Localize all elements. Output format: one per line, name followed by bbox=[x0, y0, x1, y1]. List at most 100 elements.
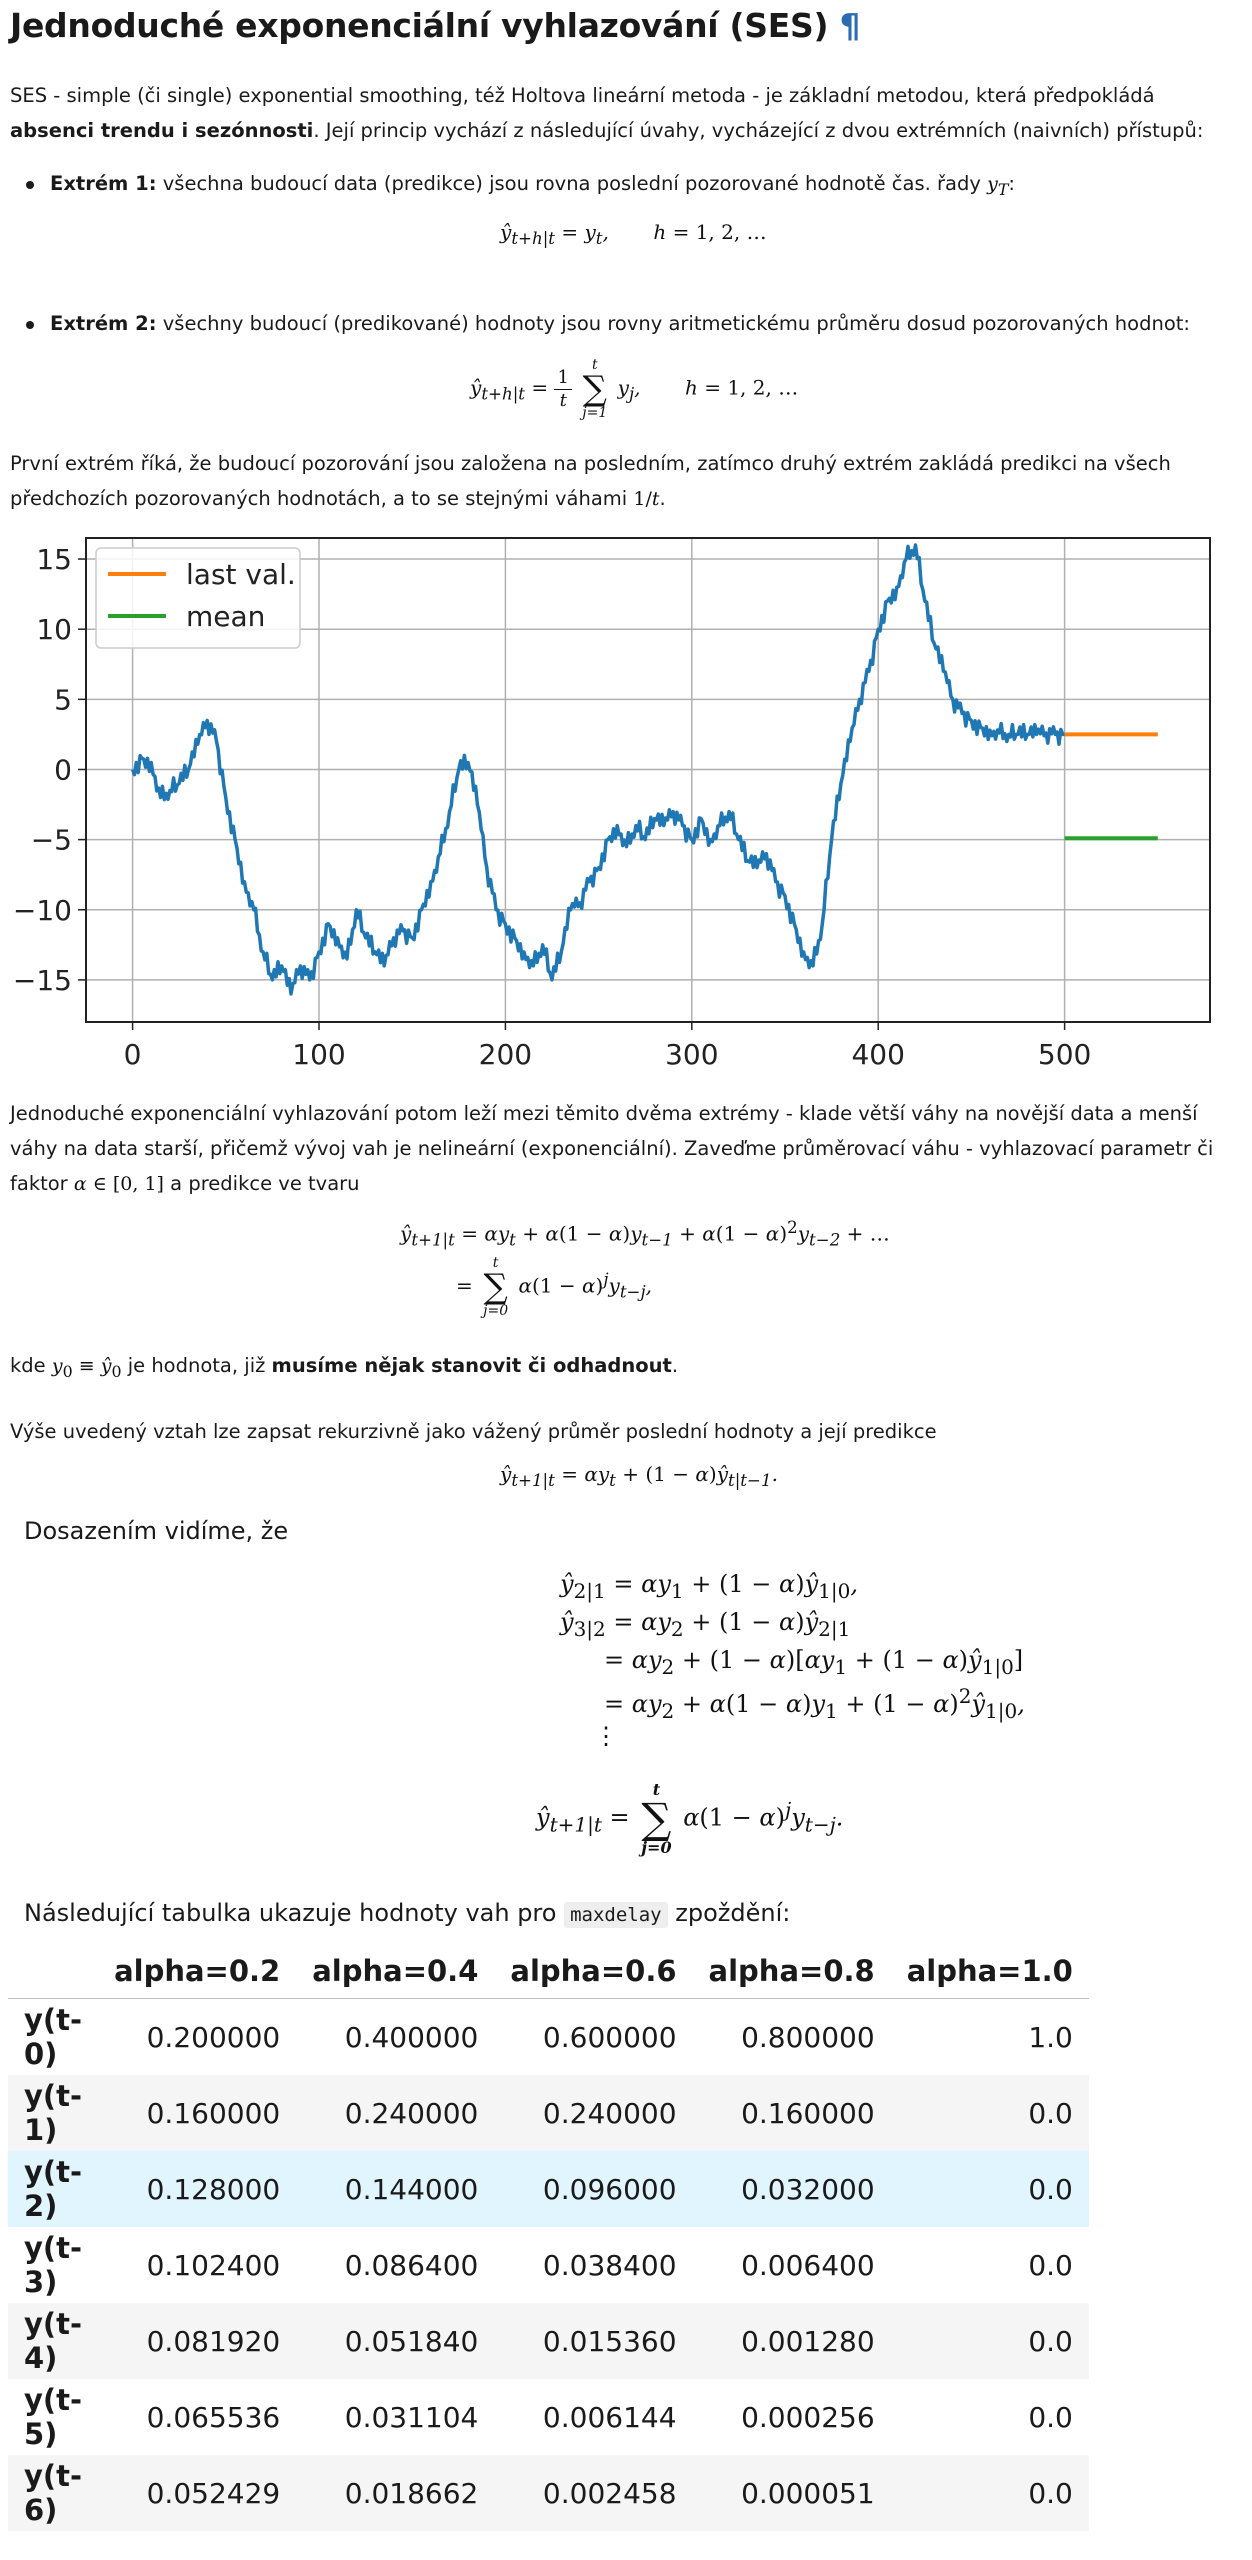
x-tick-label: 400 bbox=[851, 1038, 904, 1071]
equation-ses-expanded-1: ŷt+1|t = αyt + α(1 − α)yt−1 + α(1 − α)2y… bbox=[400, 1218, 890, 1250]
intro-text: SES - simple (či single) exponential smo… bbox=[10, 84, 1155, 107]
table-cell: 0.600000 bbox=[542, 2020, 677, 2054]
y-tick-label: 0 bbox=[54, 753, 72, 786]
x-tick-label: 500 bbox=[1038, 1038, 1091, 1071]
paragraph-ses: Jednoduché exponenciální vyhlazování pot… bbox=[10, 1102, 1214, 1195]
list-item-extreme2: Extrém 2: všechny budoucí (predikované) … bbox=[26, 306, 1220, 341]
y-tick-label: 10 bbox=[36, 613, 72, 646]
table-row: y(t-6) 0.052429 0.018662 0.002458 0.0000… bbox=[8, 2455, 1089, 2531]
legend-label-mean: mean bbox=[186, 600, 265, 633]
table-cell: 0.240000 bbox=[296, 2075, 495, 2151]
column-header: alpha=0.6 bbox=[510, 1954, 677, 1988]
equation-sub-4: = αy2 + α(1 − α)y1 + (1 − α)2ŷ1|0, bbox=[604, 1684, 1025, 1723]
column-header: alpha=0.8 bbox=[708, 1954, 875, 1988]
y-tick-label: −5 bbox=[31, 824, 72, 857]
table-cell: 0.065536 bbox=[146, 2400, 281, 2434]
table-cell: 0.0 bbox=[1028, 2400, 1073, 2434]
x-tick-label: 100 bbox=[292, 1038, 345, 1071]
table-cell: 0.015360 bbox=[494, 2303, 693, 2379]
plot-frame bbox=[85, 537, 1211, 1023]
table-cell: 0.144000 bbox=[296, 2151, 495, 2227]
table-intro-post: zpoždění: bbox=[667, 1899, 791, 1927]
row-header: y(t-0) bbox=[24, 2003, 83, 2071]
x-tick-label: 0 bbox=[124, 1038, 142, 1071]
extreme1-label: Extrém 1: bbox=[50, 172, 157, 195]
table-cell: 0.000256 bbox=[741, 2400, 875, 2434]
table-intro-code: maxdelay bbox=[564, 1902, 668, 1928]
x-tick-label: 200 bbox=[479, 1038, 532, 1071]
table-cell: 0.240000 bbox=[494, 2075, 693, 2151]
kde-mid: je hodnota, již bbox=[121, 1354, 272, 1377]
table-cell: 0.006144 bbox=[542, 2400, 677, 2434]
substitution-text: Dosazením vidíme, že bbox=[24, 1517, 289, 1545]
equation-sub-2: ŷ3|2 = αy2 + (1 − α)ŷ2|1 bbox=[560, 1608, 851, 1641]
row-header: y(t-6) bbox=[8, 2455, 99, 2531]
table-cell: 0.400000 bbox=[344, 2020, 479, 2054]
x-axis-ticks: 0 100 200 300 400 500 bbox=[124, 1022, 1091, 1071]
kde-bold: musíme nějak stanovit či odhadnout bbox=[271, 1354, 672, 1377]
column-header: alpha=0.4 bbox=[312, 1954, 479, 1988]
table-cell: 1.0 bbox=[1028, 2020, 1073, 2054]
y-tick-label: 15 bbox=[36, 543, 72, 576]
table-cell: 0.0 bbox=[1028, 2248, 1073, 2282]
table-cell: 0.096000 bbox=[494, 2151, 693, 2227]
table-cell: 0.086400 bbox=[344, 2248, 479, 2282]
table-cell: 0.128000 bbox=[98, 2151, 297, 2227]
table-cell: 0.001280 bbox=[692, 2303, 891, 2379]
table-intro-pre: Následující tabulka ukazuje hodnoty vah … bbox=[24, 1899, 565, 1927]
intro-paragraph: SES - simple (či single) exponential smo… bbox=[10, 78, 1230, 148]
x-tick-label: 300 bbox=[665, 1038, 718, 1071]
y-tick-label: −15 bbox=[13, 964, 72, 997]
heading-anchor-link[interactable]: ¶ bbox=[839, 6, 861, 45]
paragraph-kde: kde y0 ≡ ŷ0 je hodnota, již musíme nějak… bbox=[10, 1354, 679, 1381]
equation-sub-3: = αy2 + (1 − α)[αy1 + (1 − α)ŷ1|0] bbox=[604, 1646, 1024, 1679]
table-row[interactable]: y(t-2) 0.128000 0.144000 0.096000 0.0320… bbox=[8, 2151, 1089, 2227]
table-cell: 0.006400 bbox=[741, 2248, 875, 2282]
heading-text: Jednoduché exponenciální vyhlazování (SE… bbox=[10, 6, 829, 45]
table-row: y(t-5) 0.065536 0.031104 0.006144 0.0002… bbox=[8, 2379, 1089, 2455]
equation-vdots: ⋮ bbox=[594, 1722, 618, 1750]
weights-table: alpha=0.2 alpha=0.4 alpha=0.6 alpha=0.8 … bbox=[8, 1930, 1089, 2531]
extremes-text: První extrém říká, že budoucí pozorování… bbox=[10, 452, 1171, 510]
chart-series bbox=[130, 543, 1158, 996]
ses-text: Jednoduché exponenciální vyhlazování pot… bbox=[10, 1102, 1214, 1195]
page-title: Jednoduché exponenciální vyhlazování (SE… bbox=[10, 6, 860, 45]
list-item-extreme1: Extrém 1: všechna budoucí data (predikce… bbox=[26, 166, 1220, 207]
row-header: y(t-5) bbox=[24, 2383, 83, 2451]
paragraph-extremes: První extrém říká, že budoucí pozorování… bbox=[10, 452, 1171, 510]
extreme1-text: všechna budoucí data (predikce) jsou rov… bbox=[156, 172, 988, 195]
table-cell: 0.052429 bbox=[98, 2455, 297, 2531]
table-row: y(t-1) 0.160000 0.240000 0.240000 0.1600… bbox=[8, 2075, 1089, 2151]
y-axis-ticks: 15 10 5 0 −5 −10 −15 bbox=[13, 543, 86, 997]
intro-bold: absenci trendu i sezónnosti bbox=[10, 119, 314, 142]
table-row: y(t-0) 0.200000 0.400000 0.600000 0.8000… bbox=[8, 1999, 1089, 2076]
table-cell: 0.0 bbox=[890, 2075, 1089, 2151]
table-corner bbox=[8, 1930, 98, 1999]
paragraph-table-intro: Následující tabulka ukazuje hodnoty vah … bbox=[24, 1896, 1244, 1933]
table-cell: 0.002458 bbox=[494, 2455, 693, 2531]
y-tick-label: −10 bbox=[13, 894, 72, 927]
table-cell: 0.038400 bbox=[542, 2248, 677, 2282]
column-header: alpha=0.2 bbox=[114, 1954, 281, 1988]
table-cell: 0.160000 bbox=[692, 2075, 891, 2151]
table-cell: 0.0 bbox=[890, 2303, 1089, 2379]
row-header: y(t-1) bbox=[8, 2075, 99, 2151]
table-cell: 0.0 bbox=[890, 2455, 1089, 2531]
row-header: y(t-3) bbox=[24, 2231, 83, 2299]
kde-post: . bbox=[671, 1354, 679, 1377]
row-header: y(t-2) bbox=[8, 2151, 99, 2227]
table-cell: 0.051840 bbox=[296, 2303, 495, 2379]
extreme2-label: Extrém 2: bbox=[50, 312, 157, 335]
table-cell: 0.032000 bbox=[692, 2151, 891, 2227]
extreme2-text: všechny budoucí (predikované) hodnoty js… bbox=[156, 312, 1190, 335]
ses-text-end: a predikce ve tvaru bbox=[163, 1172, 360, 1195]
table-cell: 0.200000 bbox=[146, 2020, 281, 2054]
column-header: alpha=1.0 bbox=[906, 1954, 1073, 1988]
equation-last-value: ŷt+h|t = yt, h = 1, 2, … bbox=[500, 220, 767, 248]
table-cell: 0.102400 bbox=[146, 2248, 281, 2282]
table-cell: 0.800000 bbox=[741, 2020, 875, 2054]
table-cell: 0.081920 bbox=[98, 2303, 297, 2379]
recursive-text: Výše uvedený vztah lze zapsat rekurzivně… bbox=[10, 1420, 937, 1443]
y-tick-label: 5 bbox=[54, 683, 72, 716]
table-row: y(t-3) 0.102400 0.086400 0.038400 0.0064… bbox=[8, 2227, 1089, 2303]
